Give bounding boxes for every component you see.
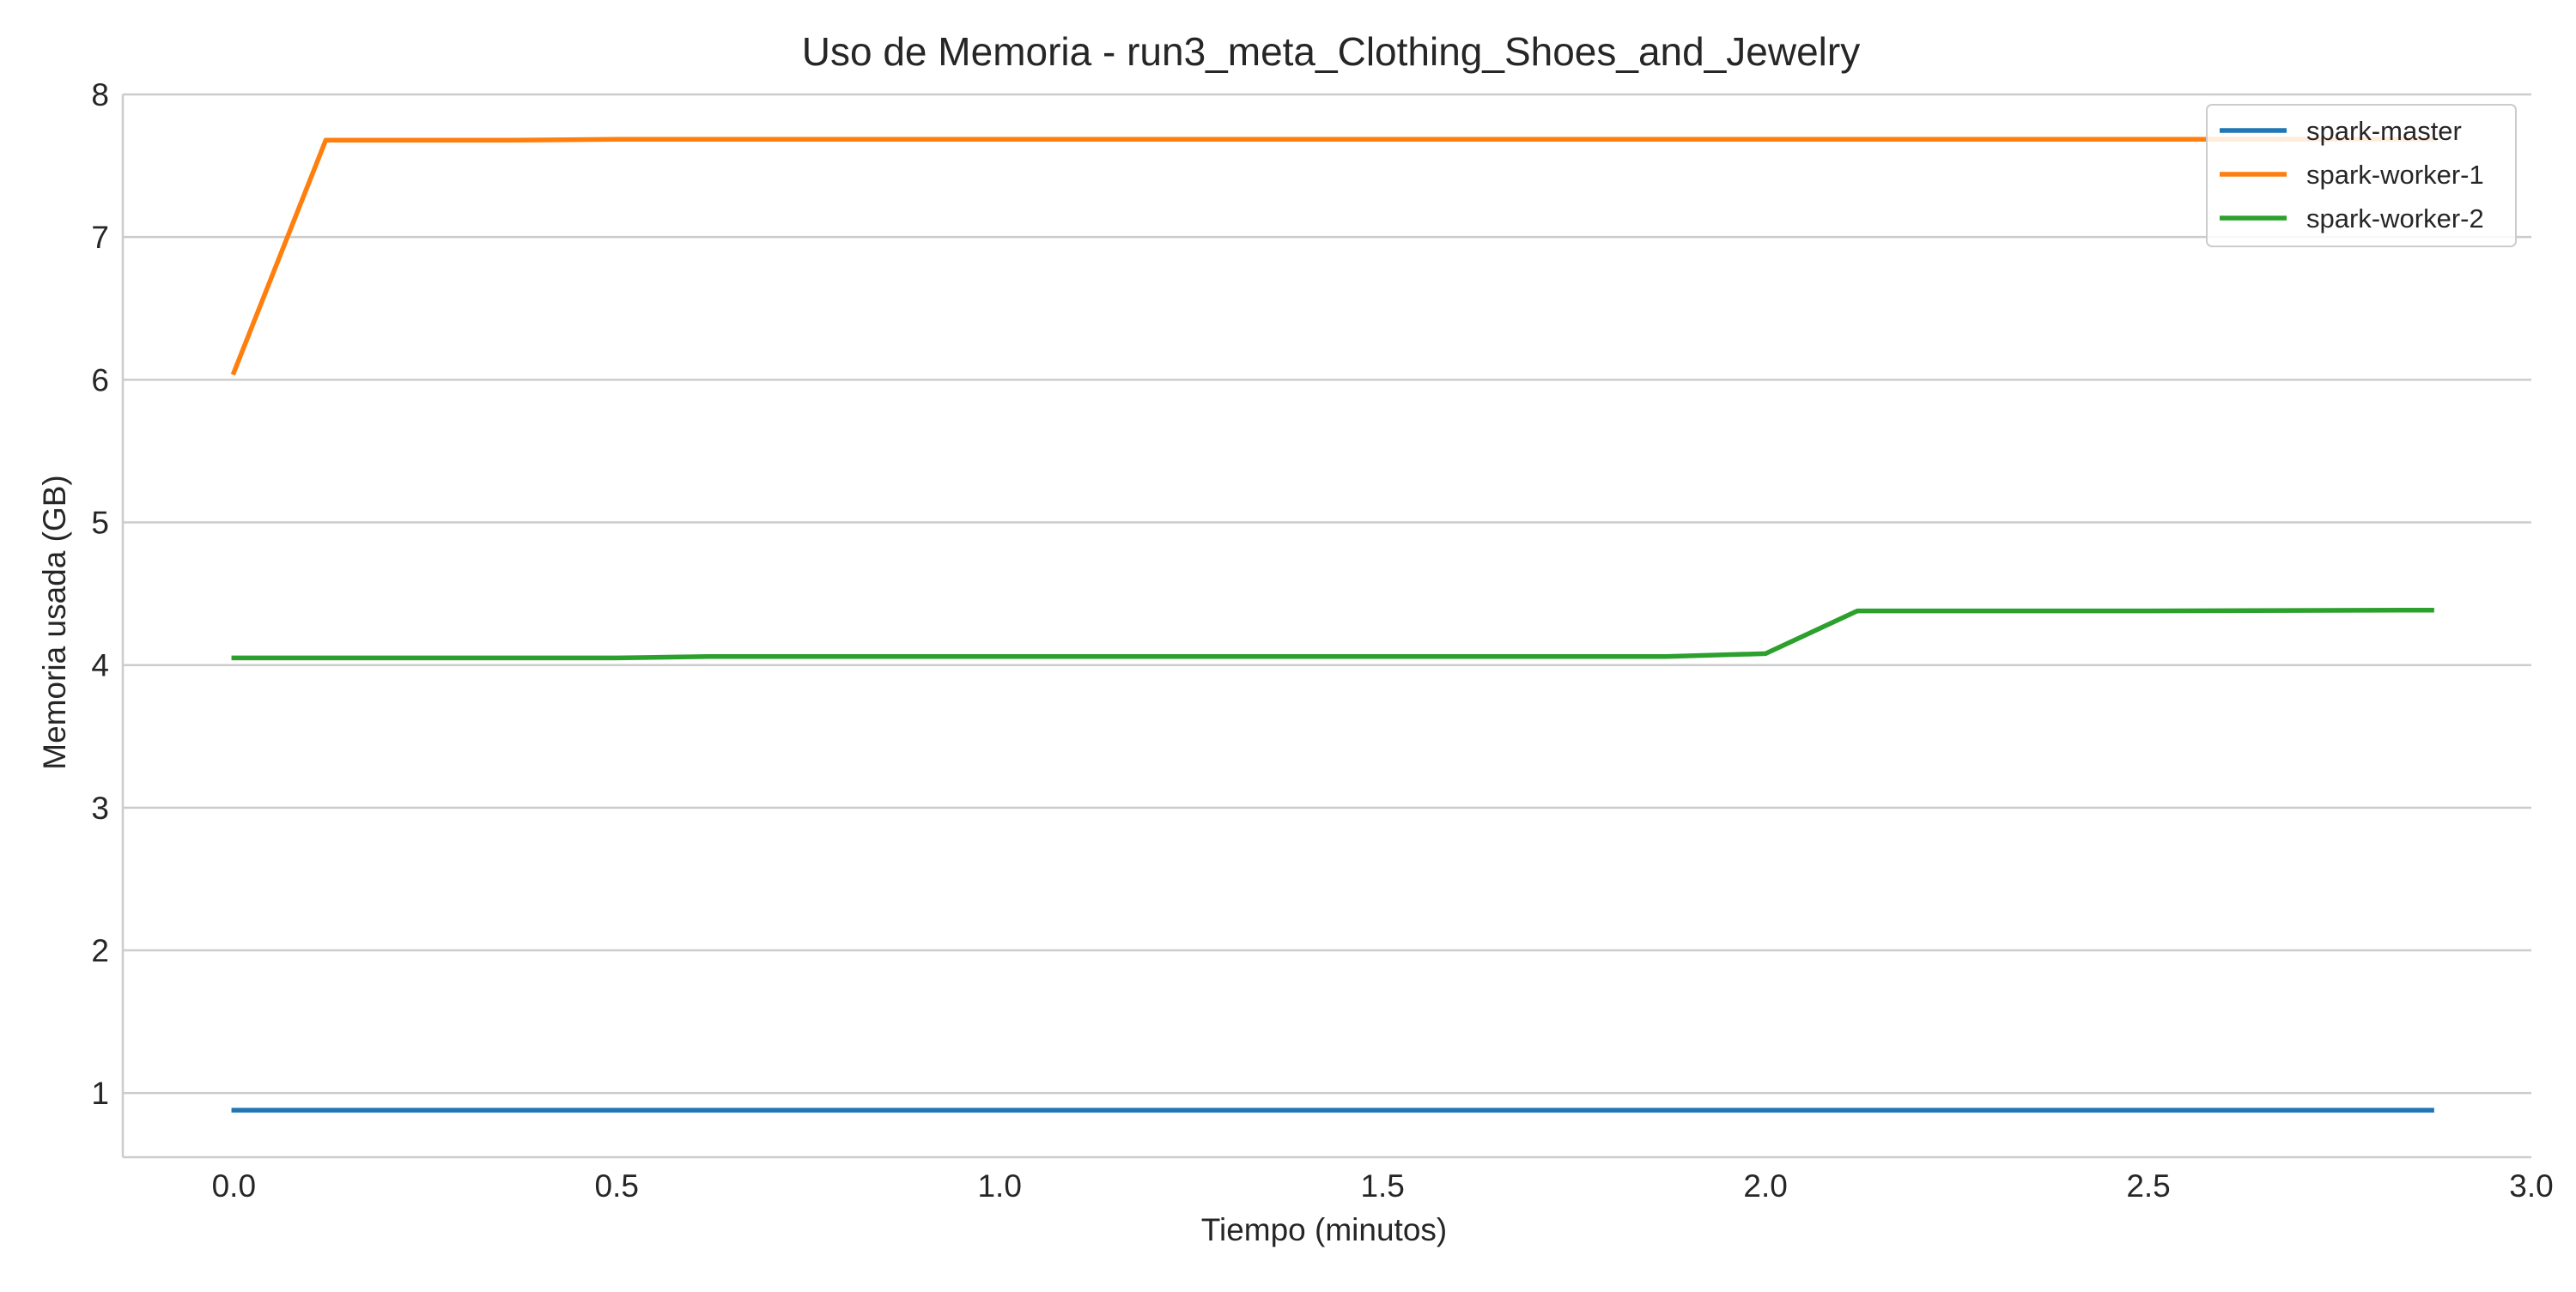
y-tick-label: 5	[91, 506, 109, 541]
legend-label: spark-worker-2	[2306, 203, 2484, 234]
series-layer	[230, 136, 2434, 1113]
y-tick-label: 7	[91, 220, 109, 255]
x-tick-label: 0.5	[595, 1168, 639, 1204]
legend-entries: spark-master spark-worker-1 spark-worker-2	[2220, 116, 2484, 234]
series-line-spark-worker-2	[231, 607, 2434, 661]
x-tick-label: 2.0	[1743, 1168, 1787, 1204]
x-tick-label: 3.0	[2509, 1168, 2553, 1204]
legend: spark-master spark-worker-1 spark-worker-2	[2206, 104, 2517, 247]
series-line-spark-worker-1	[230, 136, 2434, 376]
y-tick-label: 2	[91, 933, 109, 968]
y-axis-label: Memoria usada (GB)	[37, 475, 72, 769]
legend-label: spark-master	[2306, 116, 2462, 146]
chart-title: Uso de Memoria - run3_meta_Clothing_Shoe…	[802, 29, 1860, 74]
x-tick-label: 1.0	[977, 1168, 1021, 1204]
axes-layer	[121, 94, 2531, 1159]
y-tick-label: 8	[91, 77, 109, 112]
legend-box	[2206, 104, 2517, 247]
x-tick-label: 2.5	[2126, 1168, 2170, 1204]
y-tick-label: 6	[91, 362, 109, 397]
x-tick-label: 0.0	[212, 1168, 256, 1204]
grid-layer	[123, 93, 2531, 1095]
x-tick-label: 1.5	[1360, 1168, 1404, 1204]
ticks-layer: 1 2 3 4 5 6 7 8 0.0 0.5 1.0 1.5 2.0 2.5 3.0	[91, 77, 2553, 1204]
x-axis-label: Tiempo (minutos)	[1201, 1212, 1447, 1247]
y-tick-label: 4	[91, 648, 109, 683]
y-tick-label: 1	[91, 1076, 109, 1111]
y-tick-label: 3	[91, 791, 109, 826]
legend-label: spark-worker-1	[2306, 160, 2484, 190]
